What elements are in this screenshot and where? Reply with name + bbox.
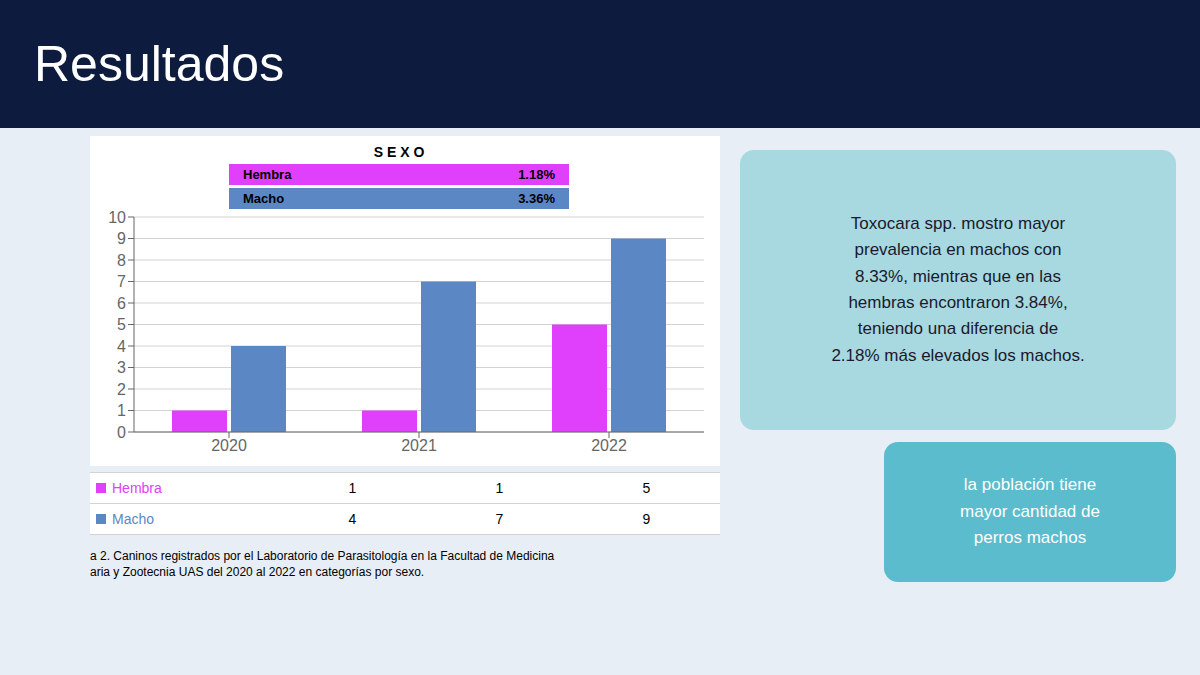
html-text:Resultados: Resultados xyxy=(34,36,285,92)
html-text:4: 4 xyxy=(348,511,357,527)
svg-text:10: 10 xyxy=(108,209,126,226)
svg-text:0: 0 xyxy=(117,424,126,441)
html-text:Macho: Macho xyxy=(243,191,285,206)
svg-text:9: 9 xyxy=(117,230,126,247)
html-text:7: 7 xyxy=(495,511,504,527)
html-text:9: 9 xyxy=(642,511,651,527)
html-text:1: 1 xyxy=(348,480,357,496)
svg-text:2021: 2021 xyxy=(401,437,437,454)
html-text:S E X O: S E X O xyxy=(373,144,425,160)
html-text:5: 5 xyxy=(642,480,651,496)
svg-text:6: 6 xyxy=(117,295,126,312)
svg-text:1: 1 xyxy=(117,402,126,419)
svg-text:5: 5 xyxy=(117,316,126,333)
html-text:Macho: Macho xyxy=(112,511,154,527)
html-text:Toxocara spp. mostro mayor pre: Toxocara spp. mostro mayor prevalencia e… xyxy=(831,214,1085,365)
svg-text:7: 7 xyxy=(117,273,126,290)
html-text:1: 1 xyxy=(495,480,504,496)
html-text:3.36%: 3.36% xyxy=(518,191,555,206)
svg-text:3: 3 xyxy=(117,359,126,376)
svg-text:2: 2 xyxy=(117,381,126,398)
svg-text:4: 4 xyxy=(117,338,126,355)
html-text:la población tiene mayor canti: la población tiene mayor cantidad de per… xyxy=(960,475,1100,548)
html-text:Hembra: Hembra xyxy=(112,480,162,496)
svg-text:8: 8 xyxy=(117,252,126,269)
html-text:Hembra: Hembra xyxy=(243,167,292,182)
html-text:1.18%: 1.18% xyxy=(518,167,555,182)
svg-text:2022: 2022 xyxy=(591,437,627,454)
svg-text:2020: 2020 xyxy=(211,437,247,454)
html-text:a 2. Caninos registrados por e: a 2. Caninos registrados por el Laborato… xyxy=(90,549,555,580)
